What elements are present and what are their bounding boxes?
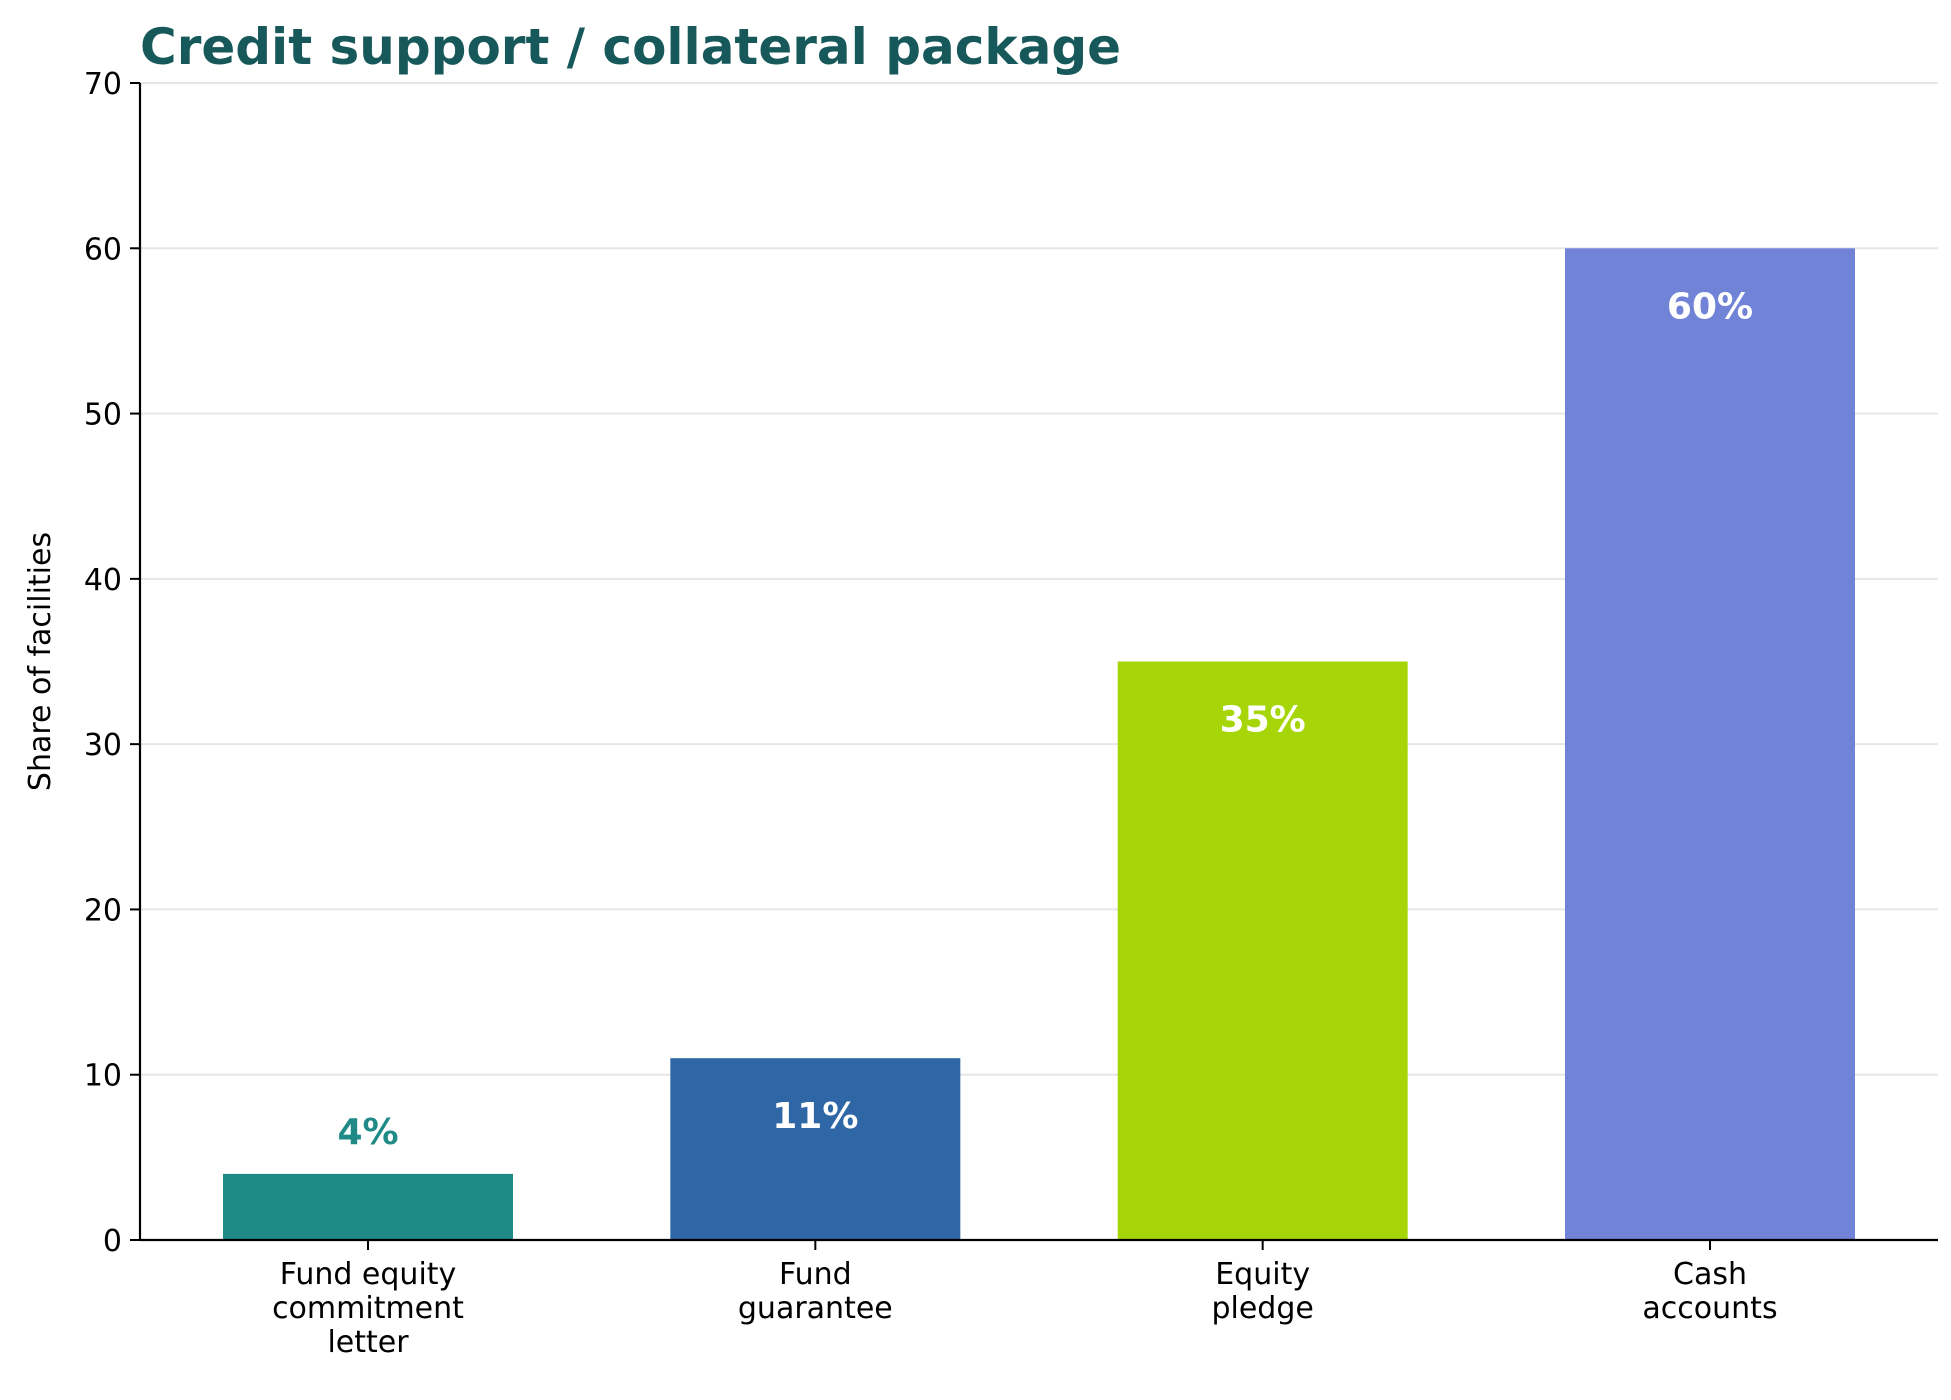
y-tick-label: 70 bbox=[84, 67, 122, 102]
bar bbox=[1565, 248, 1855, 1241]
bar bbox=[223, 1173, 513, 1240]
grid bbox=[140, 82, 1938, 1076]
x-tick-label: Equity pledge bbox=[1211, 1257, 1313, 1326]
labels: 0 10 20 30 40 50 60 70 Fund equity commitment lett… bbox=[84, 67, 1778, 1360]
data-label: 4% bbox=[337, 1112, 398, 1153]
data-label: 35% bbox=[1220, 700, 1306, 741]
y-tick-label: 60 bbox=[84, 232, 122, 267]
x-tick-label-line: pledge bbox=[1211, 1291, 1313, 1326]
bar bbox=[1117, 661, 1408, 1240]
bars bbox=[223, 248, 1855, 1241]
data-label: 60% bbox=[1667, 286, 1753, 327]
bar bbox=[670, 1058, 961, 1240]
y-tick-label: 20 bbox=[84, 893, 122, 928]
x-tick-label: Cash accounts bbox=[1642, 1257, 1777, 1326]
y-tick-label: 50 bbox=[84, 398, 122, 433]
x-tick-label: Fund equity commitment letter bbox=[272, 1257, 464, 1360]
x-tick-label-line: Fund equity bbox=[280, 1257, 457, 1292]
data-label: 11% bbox=[772, 1096, 858, 1137]
x-tick-label-line: accounts bbox=[1642, 1291, 1777, 1326]
y-tick-label: 10 bbox=[84, 1059, 122, 1094]
y-tick-label: 30 bbox=[84, 728, 122, 763]
x-tick-label-line: guarantee bbox=[738, 1291, 893, 1326]
y-tick-label: 0 bbox=[103, 1224, 122, 1259]
x-tick-label-line: Cash bbox=[1673, 1257, 1747, 1292]
axes bbox=[130, 82, 1938, 1250]
x-tick-label-line: commitment bbox=[272, 1291, 464, 1326]
x-tick-label-line: Equity bbox=[1215, 1257, 1310, 1292]
x-tick-label-line: letter bbox=[327, 1325, 409, 1360]
chart-title: Credit support / collateral package bbox=[140, 18, 1121, 76]
y-tick-label: 40 bbox=[84, 563, 122, 598]
x-tick-label: Fund guarantee bbox=[738, 1257, 893, 1326]
x-tick-label-line: Fund bbox=[779, 1257, 852, 1292]
y-axis-label: Share of facilities bbox=[23, 532, 58, 791]
